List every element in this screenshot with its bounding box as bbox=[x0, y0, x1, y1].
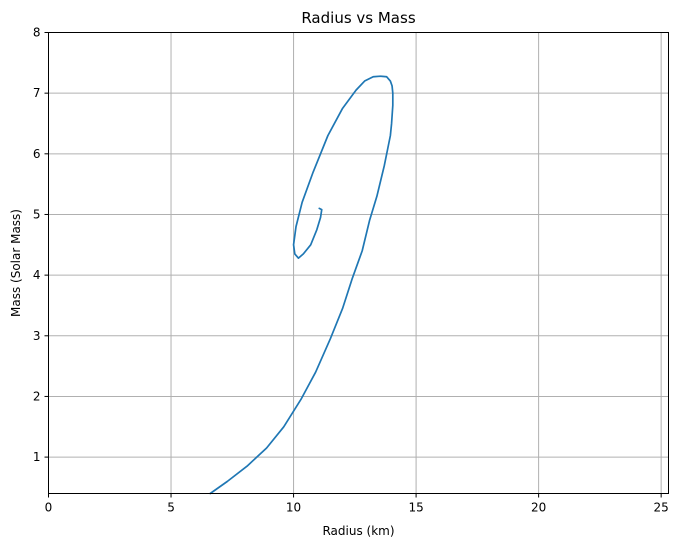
y-tick-label: 4 bbox=[33, 268, 41, 282]
y-axis-label: Mass (Solar Mass) bbox=[9, 209, 23, 317]
x-tick-label: 0 bbox=[45, 501, 53, 515]
x-tick-label: 10 bbox=[286, 501, 301, 515]
chart-title: Radius vs Mass bbox=[301, 9, 415, 27]
y-tick-label: 6 bbox=[33, 147, 41, 161]
x-axis-label: Radius (km) bbox=[322, 524, 394, 538]
series-layer bbox=[209, 75, 394, 495]
y-tick-label: 3 bbox=[33, 329, 41, 343]
x-tick-label: 5 bbox=[167, 501, 175, 515]
series-line bbox=[209, 75, 394, 495]
y-tick-label: 1 bbox=[33, 450, 41, 464]
ticks: 0 5 10 15 20 25 1 2 3 4 5 6 7 8 bbox=[33, 26, 669, 515]
plot-frame bbox=[48, 32, 669, 494]
x-tick-label: 25 bbox=[654, 501, 669, 515]
x-tick-label: 20 bbox=[531, 501, 546, 515]
y-tick-label: 2 bbox=[33, 389, 41, 403]
y-tick-label: 7 bbox=[33, 86, 41, 100]
y-tick-label: 8 bbox=[33, 26, 41, 40]
y-tick-label: 5 bbox=[33, 207, 41, 221]
x-tick-label: 15 bbox=[408, 501, 423, 515]
